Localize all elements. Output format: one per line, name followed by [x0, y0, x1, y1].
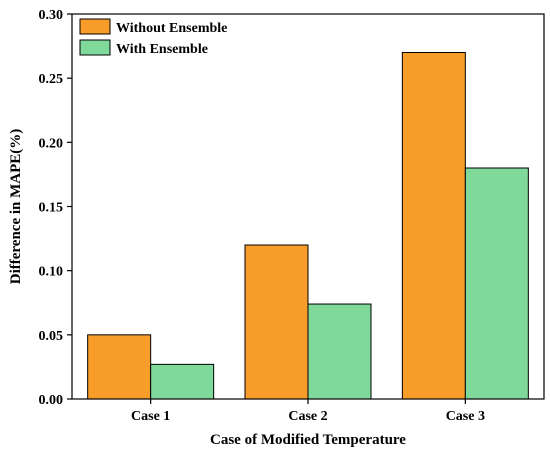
bar-with-ensemble-1 [150, 363, 215, 400]
y-tick-label: 0.25 [39, 72, 64, 87]
bar-without-ensemble-1 [87, 334, 152, 400]
legend-label-without-ensemble: Without Ensemble [116, 21, 227, 36]
bar-without-ensemble-3 [401, 52, 466, 400]
y-tick-label: 0.00 [39, 393, 64, 408]
legend-label-with-ensemble: With Ensemble [116, 42, 208, 57]
bars-group [87, 52, 529, 400]
x-tick-label: Case 3 [446, 409, 485, 424]
y-axis: 0.00 0.05 0.10 0.15 0.20 0.25 0.30 [39, 8, 72, 408]
x-axis-title: Case of Modified Temperature [210, 432, 406, 448]
y-axis-title: Difference in MAPE(%) [8, 129, 24, 285]
y-tick-label: 0.15 [39, 201, 64, 216]
legend-swatch-with-ensemble [79, 39, 111, 56]
y-tick-label: 0.05 [39, 329, 64, 344]
x-tick-label: Case 2 [288, 409, 327, 424]
legend: Without Ensemble With Ensemble [79, 18, 227, 57]
x-axis: Case 1 Case 2 Case 3 [131, 399, 485, 424]
y-tick-label: 0.10 [39, 265, 64, 280]
bar-without-ensemble-2 [244, 244, 309, 400]
x-tick-label: Case 1 [131, 409, 170, 424]
legend-swatch-without-ensemble [79, 18, 111, 35]
y-tick-label: 0.20 [39, 136, 64, 151]
bar-with-ensemble-2 [307, 303, 372, 400]
y-tick-label: 0.30 [39, 8, 64, 23]
bar-with-ensemble-3 [464, 167, 529, 400]
